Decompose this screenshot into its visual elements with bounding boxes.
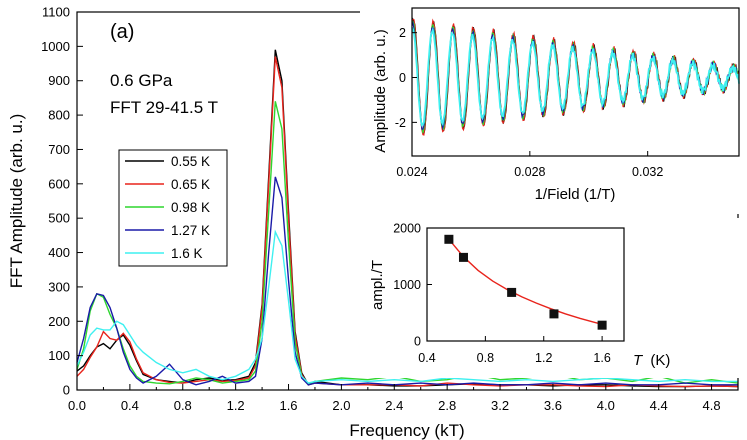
inset-temperature-dependence: 0.4 0.8 1.2 1.6 0 1000 2000 ampl./T T (K) <box>360 218 746 378</box>
legend-label: 0.55 K <box>171 154 210 169</box>
main-x-axis-label: Frequency (kT) <box>349 421 464 440</box>
inset-temperature-x-ticks: 0.4 0.8 1.2 1.6 <box>418 336 611 365</box>
y-tick-label: 900 <box>48 73 70 88</box>
x-tick-label: 1.2 <box>227 398 245 413</box>
x-tick-label: 2.0 <box>332 398 350 413</box>
x-tick-label: 3.2 <box>491 398 509 413</box>
inset-oscillations-frame <box>411 7 740 157</box>
inset-temperature-background <box>360 218 746 378</box>
temperature-symbol: T <box>633 352 644 369</box>
x-tick-label: 0.032 <box>632 165 663 179</box>
fft-window-annotation: FFT 29-41.5 T <box>110 98 218 117</box>
fit-curve-line <box>448 238 603 325</box>
y-tick-label: 400 <box>48 245 70 260</box>
x-tick-label: 0.4 <box>121 398 139 413</box>
y-tick-label: 300 <box>48 279 70 294</box>
main-traces <box>76 49 739 388</box>
legend-entry: 1.6 K <box>125 246 203 261</box>
panel-label: (a) <box>110 21 134 43</box>
main-y-ticks: 0 100 200 300 400 500 600 700 800 900 1000 1100 <box>41 5 83 398</box>
inset-oscillation-traces <box>411 17 740 136</box>
fft-series-line <box>76 229 738 384</box>
inset-oscillations: 0.024 0.028 0.032 -2 0 2 1/Field (1/T) Ampli… <box>360 2 746 214</box>
y-tick-label: 0 <box>63 383 70 398</box>
main-x-ticks: 0.0 0.4 0.8 1.2 1.6 2.0 2.4 2.8 3.2 3.6 4.0 4.4 4.8 <box>68 384 721 413</box>
x-tick-label: 4.8 <box>703 398 721 413</box>
data-point-marker <box>507 287 517 297</box>
x-tick-label: 4.0 <box>597 398 615 413</box>
oscillation-series-line <box>411 26 740 127</box>
x-tick-label: 1.2 <box>535 351 552 365</box>
inset-temperature-y-axis-label: ampl./T <box>369 260 386 310</box>
y-tick-label: 500 <box>48 211 70 226</box>
x-tick-label: 4.4 <box>650 398 668 413</box>
x-tick-label: 0.028 <box>514 165 545 179</box>
inset-temperature-x-axis-label: T (K) <box>633 352 670 369</box>
x-tick-label: 2.8 <box>438 398 456 413</box>
fft-series-line <box>76 56 739 388</box>
y-tick-label: 2 <box>399 26 406 40</box>
inset-oscillations-y-axis-label: Amplitude (arb. u.) <box>372 29 389 152</box>
legend-label: 0.65 K <box>171 177 210 192</box>
legend: 0.55 K 0.65 K 0.98 K 1.27 K 1.6 K <box>118 149 228 267</box>
inset-oscillations-background <box>360 2 746 214</box>
x-tick-label: 2.4 <box>385 398 403 413</box>
main-chart: 0.0 0.4 0.8 1.2 1.6 2.0 2.4 2.8 3.2 3.6 4.0 4.4 4.8 … <box>7 5 739 440</box>
y-tick-label: 200 <box>48 314 70 329</box>
legend-label: 0.98 K <box>171 200 210 215</box>
y-tick-label: 2000 <box>393 222 421 236</box>
y-tick-label: -2 <box>395 116 406 130</box>
y-tick-label: 800 <box>48 108 70 123</box>
x-tick-label: 1.6 <box>279 398 297 413</box>
legend-label: 1.6 K <box>171 246 203 261</box>
data-point-marker <box>597 320 607 330</box>
x-tick-label: 0.0 <box>68 398 86 413</box>
legend-entry: 0.65 K <box>125 177 210 192</box>
x-tick-label: 1.6 <box>593 351 610 365</box>
y-tick-label: 1100 <box>42 5 70 20</box>
x-tick-label: 0.4 <box>418 351 435 365</box>
inset-oscillations-x-ticks: 0.024 0.028 0.032 <box>396 151 663 179</box>
inset-temperature-y-ticks: 0 1000 2000 <box>393 222 432 349</box>
y-tick-label: 700 <box>48 142 70 157</box>
inset-oscillations-x-axis-label: 1/Field (1/T) <box>535 186 616 203</box>
y-tick-label: 100 <box>48 348 70 363</box>
legend-frame <box>118 149 228 267</box>
y-tick-label: 0 <box>399 71 406 85</box>
x-tick-label: 3.6 <box>544 398 562 413</box>
y-tick-label: 1000 <box>41 39 70 54</box>
inset-data-points <box>444 234 607 330</box>
fft-series-line <box>76 49 739 388</box>
data-point-marker <box>444 234 454 244</box>
inset-fit-curve <box>448 238 603 325</box>
legend-entry: 0.98 K <box>125 200 210 215</box>
x-tick-label: 0.8 <box>477 351 494 365</box>
legend-entry: 0.55 K <box>125 154 210 169</box>
x-tick-label: 0.024 <box>396 165 427 179</box>
fft-series-line <box>76 176 738 386</box>
temperature-unit: (K) <box>650 352 670 369</box>
pressure-annotation: 0.6 GPa <box>110 71 173 90</box>
y-tick-label: 0 <box>414 335 421 349</box>
inset-oscillations-y-ticks: -2 0 2 <box>395 26 417 130</box>
y-tick-label: 600 <box>48 176 70 191</box>
y-tick-label: 1000 <box>393 278 421 292</box>
data-point-marker <box>458 252 468 262</box>
x-tick-label: 0.8 <box>174 398 192 413</box>
legend-entry: 1.27 K <box>125 223 210 238</box>
legend-label: 1.27 K <box>171 223 210 238</box>
main-y-axis-label: FFT Amplitude (arb. u.) <box>7 114 26 288</box>
data-point-marker <box>549 309 559 319</box>
